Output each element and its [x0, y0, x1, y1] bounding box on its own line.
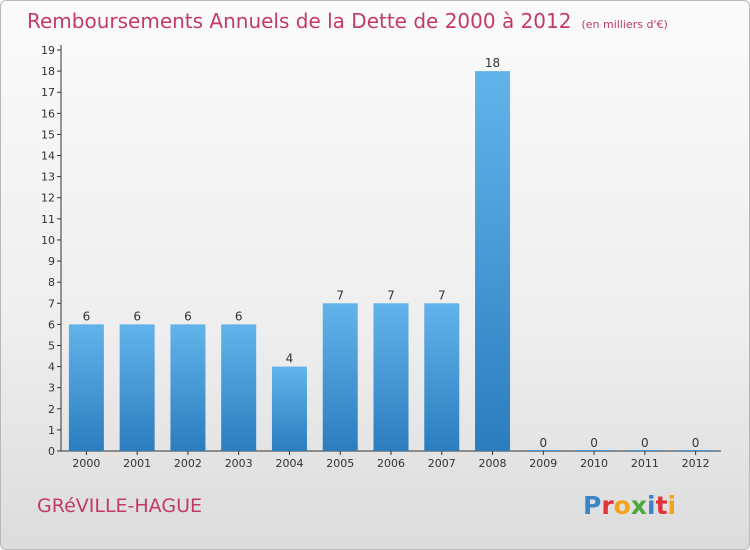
y-tick-label: 3 — [48, 382, 55, 395]
x-tick-label: 2002 — [174, 457, 202, 470]
data-label: 7 — [387, 288, 395, 302]
data-label: 0 — [539, 436, 547, 450]
y-tick-label: 4 — [48, 361, 55, 374]
data-label: 18 — [485, 56, 500, 70]
y-tick-label: 14 — [41, 150, 55, 163]
bar — [475, 71, 511, 452]
x-axis: 2000 2001 2002 2003 2004 2005 2006 2007 2008 2009… — [61, 450, 721, 470]
x-tick-label: 2004 — [275, 457, 303, 470]
x-tick-label: 2007 — [428, 457, 456, 470]
x-tick-label: 2008 — [479, 457, 507, 470]
bar — [576, 450, 612, 451]
commune-name: GRéVILLE-HAGUE — [37, 495, 202, 517]
y-tick-label: 0 — [48, 445, 55, 458]
data-label: 7 — [438, 288, 446, 302]
y-tick-label: 17 — [41, 86, 55, 99]
data-label: 0 — [590, 436, 598, 450]
chart-title-text: Remboursements Annuels de la Dette de 20… — [27, 9, 572, 33]
x-tick-label: 2009 — [529, 457, 557, 470]
bar — [322, 303, 358, 451]
y-tick-label: 15 — [41, 128, 55, 141]
bar — [373, 303, 409, 451]
x-tick-label: 2003 — [225, 457, 253, 470]
bar — [525, 450, 561, 451]
x-tick-label: 2011 — [631, 457, 659, 470]
bar — [221, 324, 257, 451]
bar — [170, 324, 206, 451]
x-tick-label: 2005 — [326, 457, 354, 470]
x-tick-label: 2012 — [682, 457, 710, 470]
data-label: 6 — [83, 309, 91, 323]
data-label: 4 — [286, 352, 294, 366]
y-tick-label: 7 — [48, 297, 55, 310]
logo-letter: r — [601, 491, 614, 520]
y-tick-label: 8 — [48, 276, 55, 289]
x-tick-label: 2010 — [580, 457, 608, 470]
y-tick-label: 2 — [48, 403, 55, 416]
data-label: 0 — [692, 436, 700, 450]
y-tick-label: 12 — [41, 192, 55, 205]
y-tick-label: 11 — [41, 213, 55, 226]
y-tick-label: 6 — [48, 318, 55, 331]
data-label: 6 — [133, 309, 141, 323]
proxiti-logo: Proxiti — [583, 491, 676, 520]
y-tick-label: 10 — [41, 234, 55, 247]
logo-letter: t — [655, 491, 668, 520]
logo-letter: i — [647, 491, 656, 520]
data-label: 7 — [336, 288, 344, 302]
data-label: 6 — [235, 309, 243, 323]
y-tick-label: 5 — [48, 339, 55, 352]
logo-letter: P — [583, 491, 602, 520]
bars — [68, 71, 714, 452]
bar — [68, 324, 104, 451]
y-tick-label: 18 — [41, 65, 55, 78]
bar — [678, 450, 714, 451]
y-tick-label: 13 — [41, 171, 55, 184]
data-label: 0 — [641, 436, 649, 450]
y-tick-label: 1 — [48, 424, 55, 437]
bar — [119, 324, 155, 451]
logo-letter: i — [667, 491, 677, 520]
bar — [271, 366, 307, 451]
data-label: 6 — [184, 309, 192, 323]
chart-title: Remboursements Annuels de la Dette de 20… — [27, 9, 668, 33]
data-labels: 6 6 6 6 4 7 7 7 18 0 0 0 0 — [83, 56, 700, 450]
chart-unit: (en milliers d'€) — [581, 18, 668, 31]
y-tick-label: 16 — [41, 107, 55, 120]
x-tick-label: 2006 — [377, 457, 405, 470]
bar — [627, 450, 663, 451]
logo-letter: x — [630, 491, 647, 520]
y-tick-label: 19 — [41, 44, 55, 57]
logo-letter: o — [613, 491, 631, 520]
x-tick-label: 2001 — [123, 457, 151, 470]
x-tick-label: 2000 — [72, 457, 100, 470]
bar — [424, 303, 460, 451]
y-tick-label: 9 — [48, 255, 55, 268]
